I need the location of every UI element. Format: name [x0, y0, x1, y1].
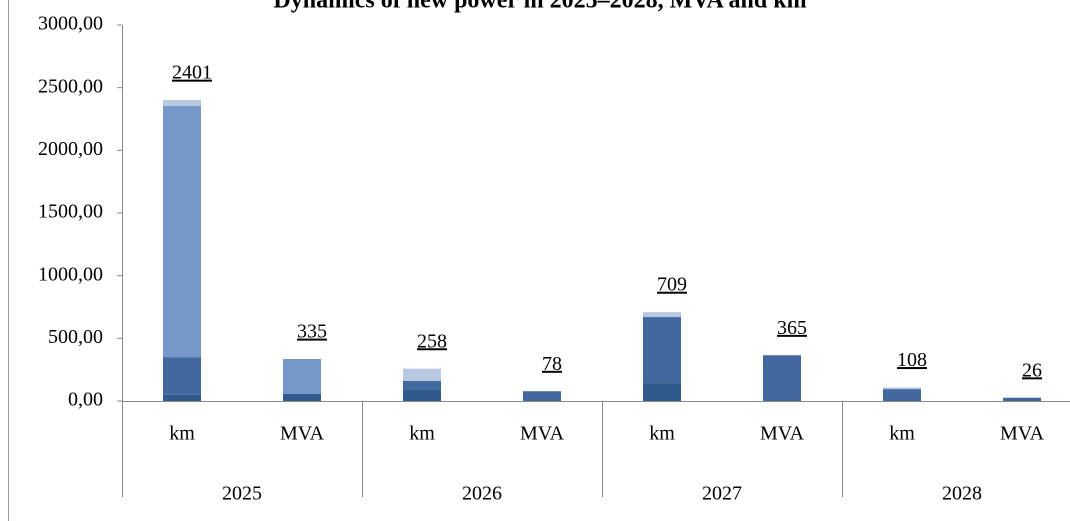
total-label: 709 — [657, 274, 687, 296]
y-tick-label: 1000,00 — [38, 263, 103, 285]
bar-segment — [403, 380, 441, 390]
y-tick-label: 0,00 — [68, 389, 103, 411]
bar-segment — [883, 389, 921, 401]
bar-segment — [1003, 397, 1041, 401]
bar-segment — [643, 312, 681, 318]
total-label: 2401 — [172, 62, 212, 84]
x-tick-label: km — [649, 423, 675, 445]
y-tick-label: 2000,00 — [38, 138, 103, 160]
x-tick-label: MVA — [520, 423, 565, 445]
bar-segment — [643, 383, 681, 401]
y-tick-label: 1500,00 — [38, 201, 103, 223]
bar-segment — [163, 357, 201, 395]
x-tick-label: km — [889, 423, 915, 445]
bar-segment — [163, 100, 201, 106]
y-tick-label: 500,00 — [48, 326, 103, 348]
x-tick-label: km — [409, 423, 435, 445]
bar-segment — [643, 317, 681, 384]
bar-segment — [283, 359, 321, 394]
x-tick-label: km — [169, 423, 195, 445]
total-label: 258 — [417, 330, 447, 352]
total-label: 365 — [777, 317, 807, 339]
bar-segment — [403, 389, 441, 401]
x-tick-label: MVA — [760, 423, 805, 445]
group-label: 2027 — [702, 483, 742, 505]
bar-segment — [163, 394, 201, 401]
total-label: 335 — [297, 321, 327, 343]
total-label: 26 — [1022, 359, 1042, 381]
bar-segment — [403, 368, 441, 381]
total-label: 108 — [897, 349, 927, 371]
x-tick-label: MVA — [1000, 423, 1045, 445]
y-tick-label: 2500,00 — [38, 75, 103, 97]
bar-segment — [763, 355, 801, 401]
y-tick-label: 3000,00 — [38, 13, 103, 35]
x-tick-label: MVA — [280, 423, 325, 445]
group-label: 2028 — [942, 483, 982, 505]
group-label: 2026 — [462, 483, 502, 505]
bar-segment — [283, 393, 321, 401]
bar-segment — [883, 387, 921, 390]
bar-segment — [523, 391, 561, 401]
group-label: 2025 — [222, 483, 262, 505]
total-label: 78 — [542, 353, 562, 375]
bar-segment — [163, 105, 201, 358]
chart-title: Dynamics of new power in 2025–2028, MVA … — [273, 0, 806, 14]
